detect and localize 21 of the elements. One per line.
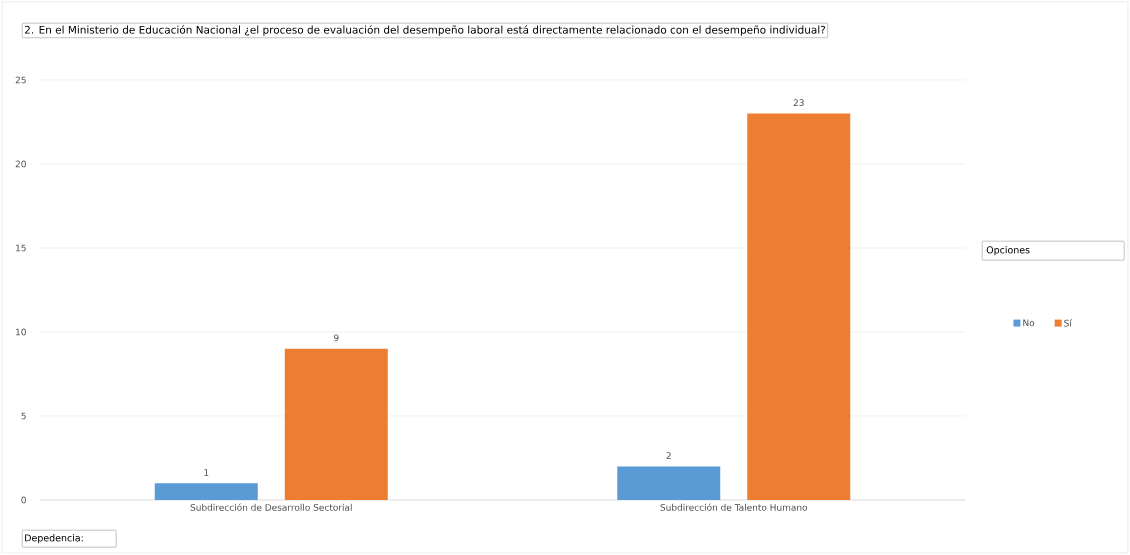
chart-title: 2. En el Ministerio de Educación Nacional ¿el proceso de evaluación del desempeño laboral está directamente relacionado con el desempeño individual? bbox=[24, 25, 826, 36]
data-label: 2 bbox=[666, 452, 671, 459]
data-label: 1 bbox=[204, 469, 209, 476]
legend-label: No bbox=[1023, 319, 1035, 327]
x-axis-title: Depedencia: bbox=[25, 534, 83, 544]
x-tick-label: Subdirección de Talento Humano bbox=[660, 503, 808, 511]
bar bbox=[284, 348, 388, 500]
bar bbox=[747, 113, 851, 500]
legend-label: Sí bbox=[1064, 319, 1073, 327]
x-tick-label: Subdirección de Desarrollo Sectorial bbox=[190, 503, 352, 511]
y-tick-label: 25 bbox=[15, 76, 26, 84]
y-tick-label: 20 bbox=[15, 160, 26, 168]
y-tick-label: 15 bbox=[16, 244, 26, 252]
bar bbox=[617, 466, 721, 500]
y-tick-label: 5 bbox=[21, 412, 26, 420]
legend-title: Opciones bbox=[986, 246, 1030, 256]
y-tick-label: 0 bbox=[21, 496, 26, 504]
y-tick-label: 10 bbox=[16, 328, 26, 336]
data-label: 23 bbox=[793, 99, 804, 107]
bar bbox=[154, 483, 258, 500]
data-label: 9 bbox=[333, 334, 339, 342]
